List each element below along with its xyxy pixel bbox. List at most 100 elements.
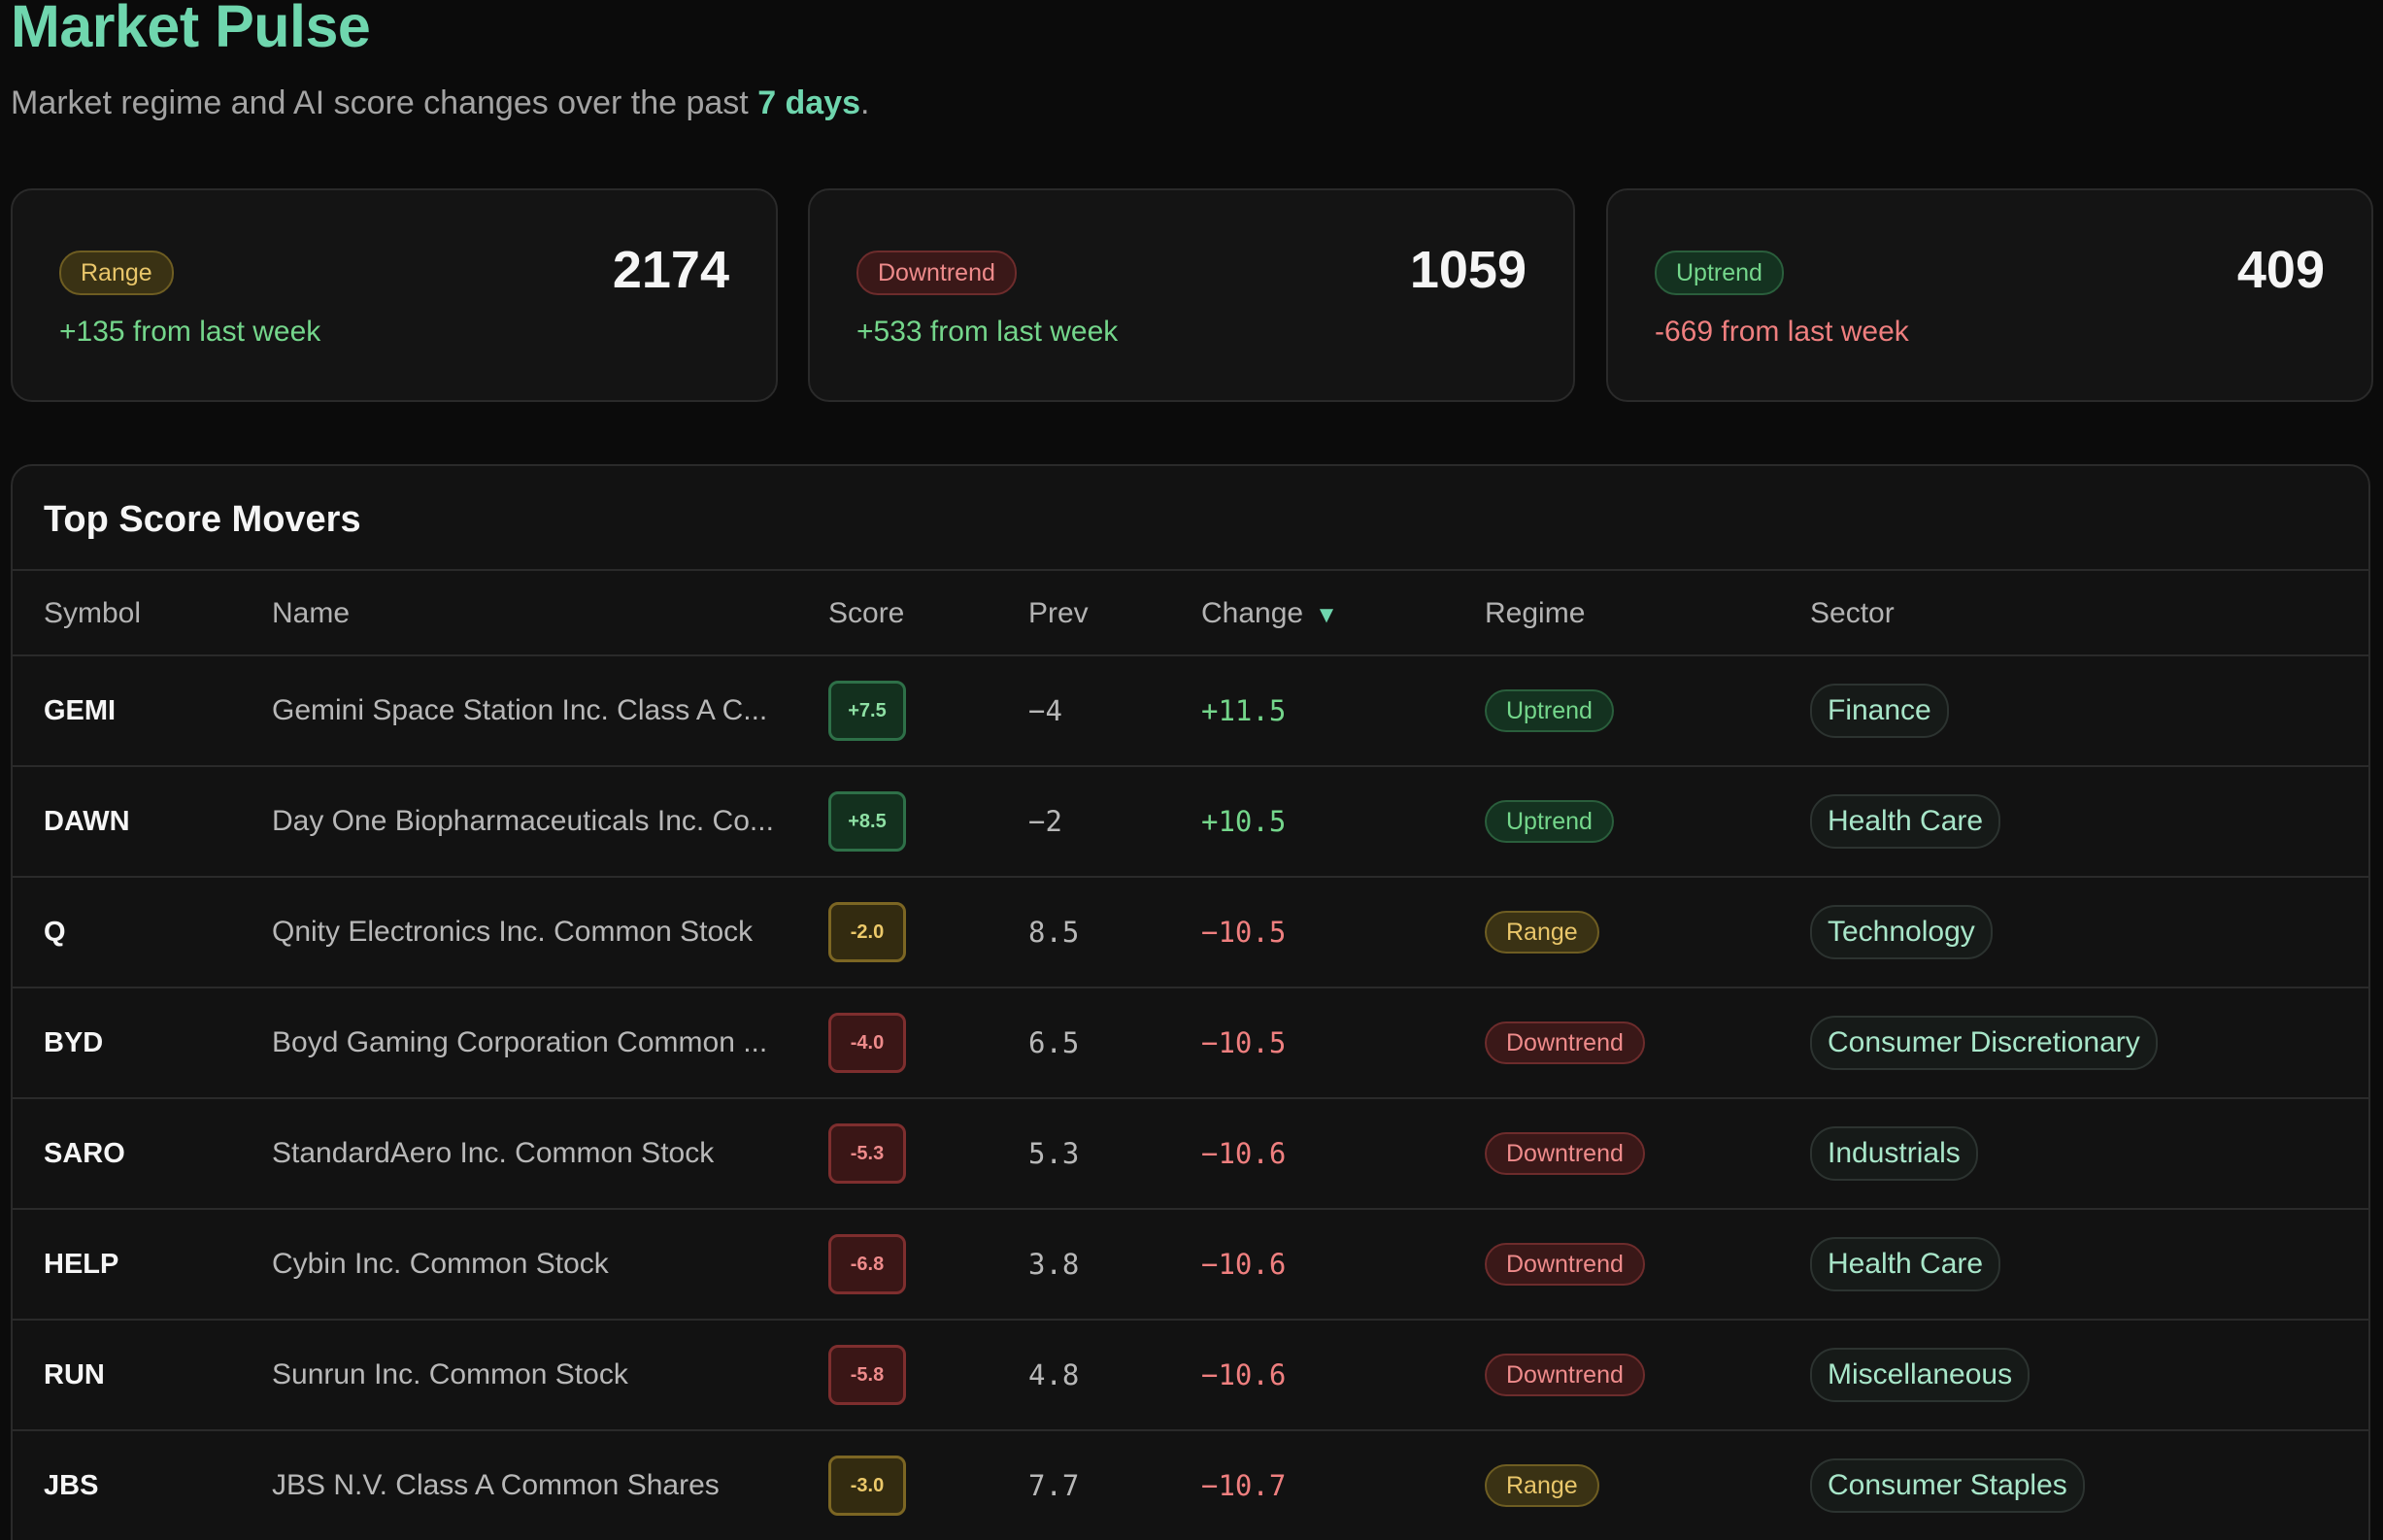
table-row[interactable]: GEMI Gemini Space Station Inc. Class A C.… (13, 656, 2368, 767)
column-header-name[interactable]: Name (272, 597, 351, 629)
sector-tag[interactable]: Finance (1810, 684, 1949, 738)
sort-descending-icon: ▼ (1315, 602, 1338, 628)
column-header-prev[interactable]: Prev (1028, 597, 1089, 629)
table-row[interactable]: RUN Sunrun Inc. Common Stock -5.8 4.8 −10.6 D… (13, 1321, 2368, 1431)
regime-cell: Uptrend (1485, 767, 1614, 876)
score-cell: -5.3 (828, 1099, 906, 1208)
table-row[interactable]: JBS JBS N.V. Class A Common Shares -3.0 7.7… (13, 1431, 2368, 1540)
symbol-cell[interactable]: DAWN (44, 805, 130, 837)
score-badge: +7.5 (828, 681, 906, 741)
column-header-score[interactable]: Score (828, 597, 905, 629)
column-header-change[interactable]: Change ▼ (1201, 596, 1338, 633)
symbol-cell[interactable]: BYD (44, 1026, 104, 1058)
sector-cell: Health Care (1810, 1210, 2001, 1319)
prev-cell: 4.8 (1028, 1358, 1080, 1391)
sector-cell: Miscellaneous (1810, 1321, 2031, 1429)
regime-delta: +533 from last week (856, 316, 1119, 348)
change-cell: −10.6 (1201, 1248, 1287, 1281)
score-cell: -5.8 (828, 1321, 906, 1429)
column-header-change-label: Change (1201, 597, 1304, 629)
name-cell: Qnity Electronics Inc. Common Stock (272, 916, 754, 948)
table-row[interactable]: SARO StandardAero Inc. Common Stock -5.3 5.… (13, 1099, 2368, 1210)
symbol-cell[interactable]: Q (44, 916, 66, 948)
prev-cell: 6.5 (1028, 1026, 1080, 1059)
regime-badge: Downtrend (856, 251, 1017, 295)
table-row[interactable]: BYD Boyd Gaming Corporation Common ... -4.… (13, 988, 2368, 1099)
prev-cell: −2 (1028, 805, 1062, 838)
column-header-regime[interactable]: Regime (1485, 597, 1586, 629)
regime-badge: Downtrend (1485, 1243, 1645, 1286)
prev-cell: 7.7 (1028, 1469, 1080, 1502)
regime-cell: Range (1485, 1431, 1599, 1540)
prev-cell: 3.8 (1028, 1248, 1080, 1281)
page-title: Market Pulse (11, 0, 371, 59)
score-cell: -6.8 (828, 1210, 906, 1319)
sector-cell: Finance (1810, 656, 1949, 765)
symbol-cell[interactable]: SARO (44, 1137, 125, 1169)
regime-count: 409 (2236, 241, 2325, 299)
score-badge: -2.0 (828, 902, 906, 962)
regime-cell: Downtrend (1485, 1210, 1645, 1319)
regime-summary-cards: Range 2174 +135 from last week Downtrend… (11, 188, 2373, 402)
score-cell: -4.0 (828, 988, 906, 1097)
prev-cell: 5.3 (1028, 1137, 1080, 1170)
regime-badge: Downtrend (1485, 1354, 1645, 1396)
page-subtitle: Market regime and AI score changes over … (11, 82, 870, 124)
sector-tag[interactable]: Technology (1810, 905, 1993, 959)
column-header-sector[interactable]: Sector (1810, 597, 1895, 629)
sector-cell: Consumer Staples (1810, 1431, 2085, 1540)
table-row[interactable]: HELP Cybin Inc. Common Stock -6.8 3.8 −10.6 D… (13, 1210, 2368, 1321)
table-row[interactable]: Q Qnity Electronics Inc. Common Stock -2.0… (13, 878, 2368, 988)
sector-cell: Industrials (1810, 1099, 1978, 1208)
sector-cell: Consumer Discretionary (1810, 988, 2158, 1097)
regime-badge: Range (1485, 1464, 1599, 1507)
symbol-cell[interactable]: RUN (44, 1358, 105, 1390)
regime-badge: Range (1485, 911, 1599, 954)
name-cell: Boyd Gaming Corporation Common ... (272, 1026, 768, 1058)
panel-title: Top Score Movers (44, 499, 361, 540)
sector-tag[interactable]: Health Care (1810, 794, 2001, 849)
change-cell: −10.5 (1201, 1026, 1287, 1059)
prev-cell: −4 (1028, 694, 1062, 727)
score-cell: +8.5 (828, 767, 906, 876)
symbol-cell[interactable]: HELP (44, 1248, 119, 1280)
change-cell: +10.5 (1201, 805, 1287, 838)
table-row[interactable]: DAWN Day One Biopharmaceuticals Inc. Co..… (13, 767, 2368, 878)
score-badge: -4.0 (828, 1013, 906, 1073)
regime-card-range[interactable]: Range 2174 +135 from last week (11, 188, 778, 402)
table-header: Symbol Name Score Prev Change ▼ Regime Se… (13, 569, 2368, 656)
sector-tag[interactable]: Miscellaneous (1810, 1348, 2031, 1402)
sector-cell: Technology (1810, 878, 1993, 987)
regime-cell: Range (1485, 878, 1599, 987)
regime-card-uptrend[interactable]: Uptrend 409 -669 from last week (1606, 188, 2373, 402)
regime-count: 1059 (1409, 241, 1527, 299)
name-cell: Gemini Space Station Inc. Class A C... (272, 694, 768, 726)
subtitle-prefix: Market regime and AI score changes over … (11, 84, 758, 121)
score-badge: -6.8 (828, 1234, 906, 1294)
sector-tag[interactable]: Industrials (1810, 1126, 1978, 1181)
sector-tag[interactable]: Health Care (1810, 1237, 2001, 1291)
subtitle-suffix: . (860, 84, 870, 121)
regime-delta: -669 from last week (1655, 316, 1909, 348)
regime-badge: Downtrend (1485, 1021, 1645, 1064)
score-badge: -5.8 (828, 1345, 906, 1405)
score-badge: -5.3 (828, 1123, 906, 1184)
column-header-symbol[interactable]: Symbol (44, 597, 142, 629)
sector-cell: Health Care (1810, 767, 2001, 876)
change-cell: −10.7 (1201, 1469, 1287, 1502)
change-cell: −10.5 (1201, 916, 1287, 949)
regime-cell: Downtrend (1485, 988, 1645, 1097)
name-cell: Cybin Inc. Common Stock (272, 1248, 609, 1280)
regime-badge: Uptrend (1485, 800, 1614, 843)
symbol-cell[interactable]: JBS (44, 1469, 99, 1501)
regime-badge: Downtrend (1485, 1132, 1645, 1175)
change-cell: −10.6 (1201, 1358, 1287, 1391)
sector-tag[interactable]: Consumer Staples (1810, 1458, 2085, 1513)
name-cell: StandardAero Inc. Common Stock (272, 1137, 715, 1169)
regime-badge: Uptrend (1485, 689, 1614, 732)
symbol-cell[interactable]: GEMI (44, 694, 117, 726)
sector-tag[interactable]: Consumer Discretionary (1810, 1016, 2158, 1070)
regime-card-downtrend[interactable]: Downtrend 1059 +533 from last week (808, 188, 1575, 402)
name-cell: Day One Biopharmaceuticals Inc. Co... (272, 805, 774, 837)
